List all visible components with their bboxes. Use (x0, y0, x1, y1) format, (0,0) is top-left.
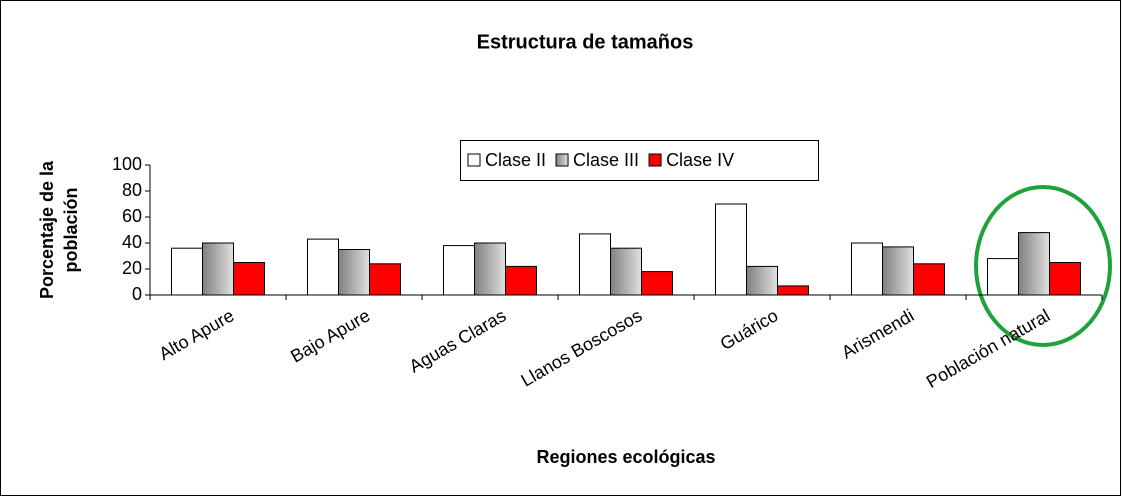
bar (474, 242, 506, 296)
bar (307, 238, 339, 296)
legend-swatch (555, 153, 569, 167)
bar (171, 247, 203, 296)
chart-title: Estructura de tamaños (477, 31, 694, 53)
legend-box (460, 140, 819, 181)
y-axis-label-line: Porcentaje de la (37, 160, 57, 299)
y-tick-label: 80 (122, 180, 142, 200)
bar (641, 271, 673, 296)
bar (369, 263, 401, 296)
y-axis-label-line: población (61, 188, 81, 273)
x-axis-label: Regiones ecológicas (536, 447, 715, 467)
legend-label: Clase IV (666, 150, 734, 170)
y-tick-label: 60 (122, 206, 142, 226)
bar (505, 265, 537, 296)
y-tick-label: 100 (112, 154, 142, 174)
bar (746, 265, 778, 296)
bar (882, 246, 914, 296)
legend-label: Clase III (573, 150, 639, 170)
bar (715, 203, 747, 296)
legend-swatch (648, 153, 662, 167)
bar (202, 242, 234, 296)
bar (338, 249, 370, 296)
y-tick-label: 0 (132, 284, 142, 304)
bar (913, 263, 945, 296)
y-tick-label: 40 (122, 232, 142, 252)
bar (610, 247, 642, 296)
bar (777, 285, 809, 296)
highlight-ellipse (974, 185, 1112, 347)
bar (1018, 232, 1050, 296)
legend-label: Clase II (485, 150, 546, 170)
y-axis-label: Porcentaje de la población (37, 160, 81, 299)
legend-swatch (467, 153, 481, 167)
bar (443, 245, 475, 296)
bar (233, 262, 265, 296)
bar (851, 242, 883, 296)
bar (579, 233, 611, 296)
bar (987, 258, 1019, 296)
y-tick-label: 20 (122, 258, 142, 278)
bar (1049, 262, 1081, 296)
